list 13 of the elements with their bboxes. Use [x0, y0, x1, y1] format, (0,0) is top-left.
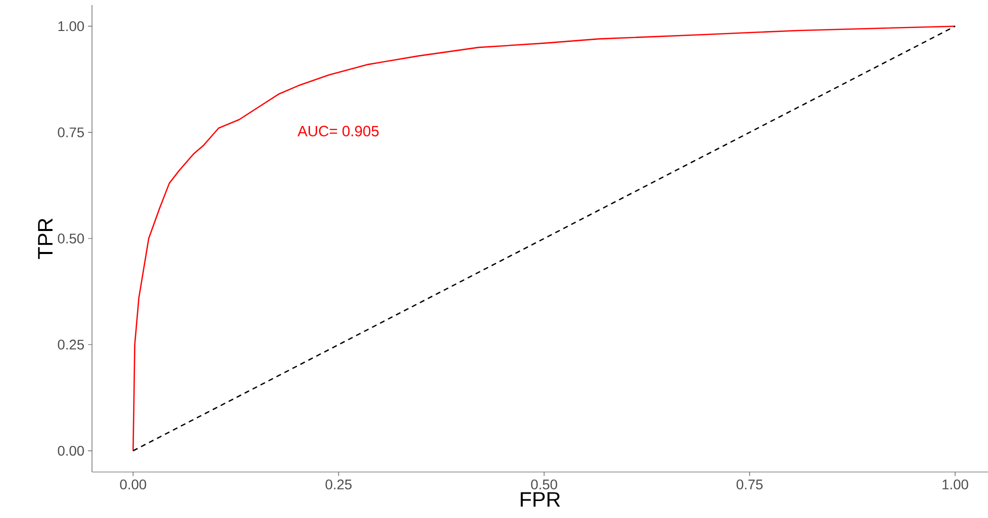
x-tick-label: 0.50 [531, 480, 558, 490]
annotation: AUC= 0.905 [298, 126, 379, 136]
x-tick-label: 0.25 [326, 480, 352, 490]
y-tick-label: 0.25 [58, 340, 84, 350]
x-tick-label: 0.00 [120, 480, 146, 490]
y-tick-label: 0.75 [58, 127, 84, 138]
y-tick-label: 0.50 [58, 234, 84, 244]
y-tick-label: 1.00 [58, 21, 84, 32]
x-tick-label: 0.75 [736, 480, 763, 490]
y-tick-label: 0.00 [58, 446, 84, 456]
x-axis-title: FPR [520, 492, 560, 507]
y-axis-title: TPR [38, 218, 52, 259]
x-tick-label: 1.00 [942, 480, 968, 490]
